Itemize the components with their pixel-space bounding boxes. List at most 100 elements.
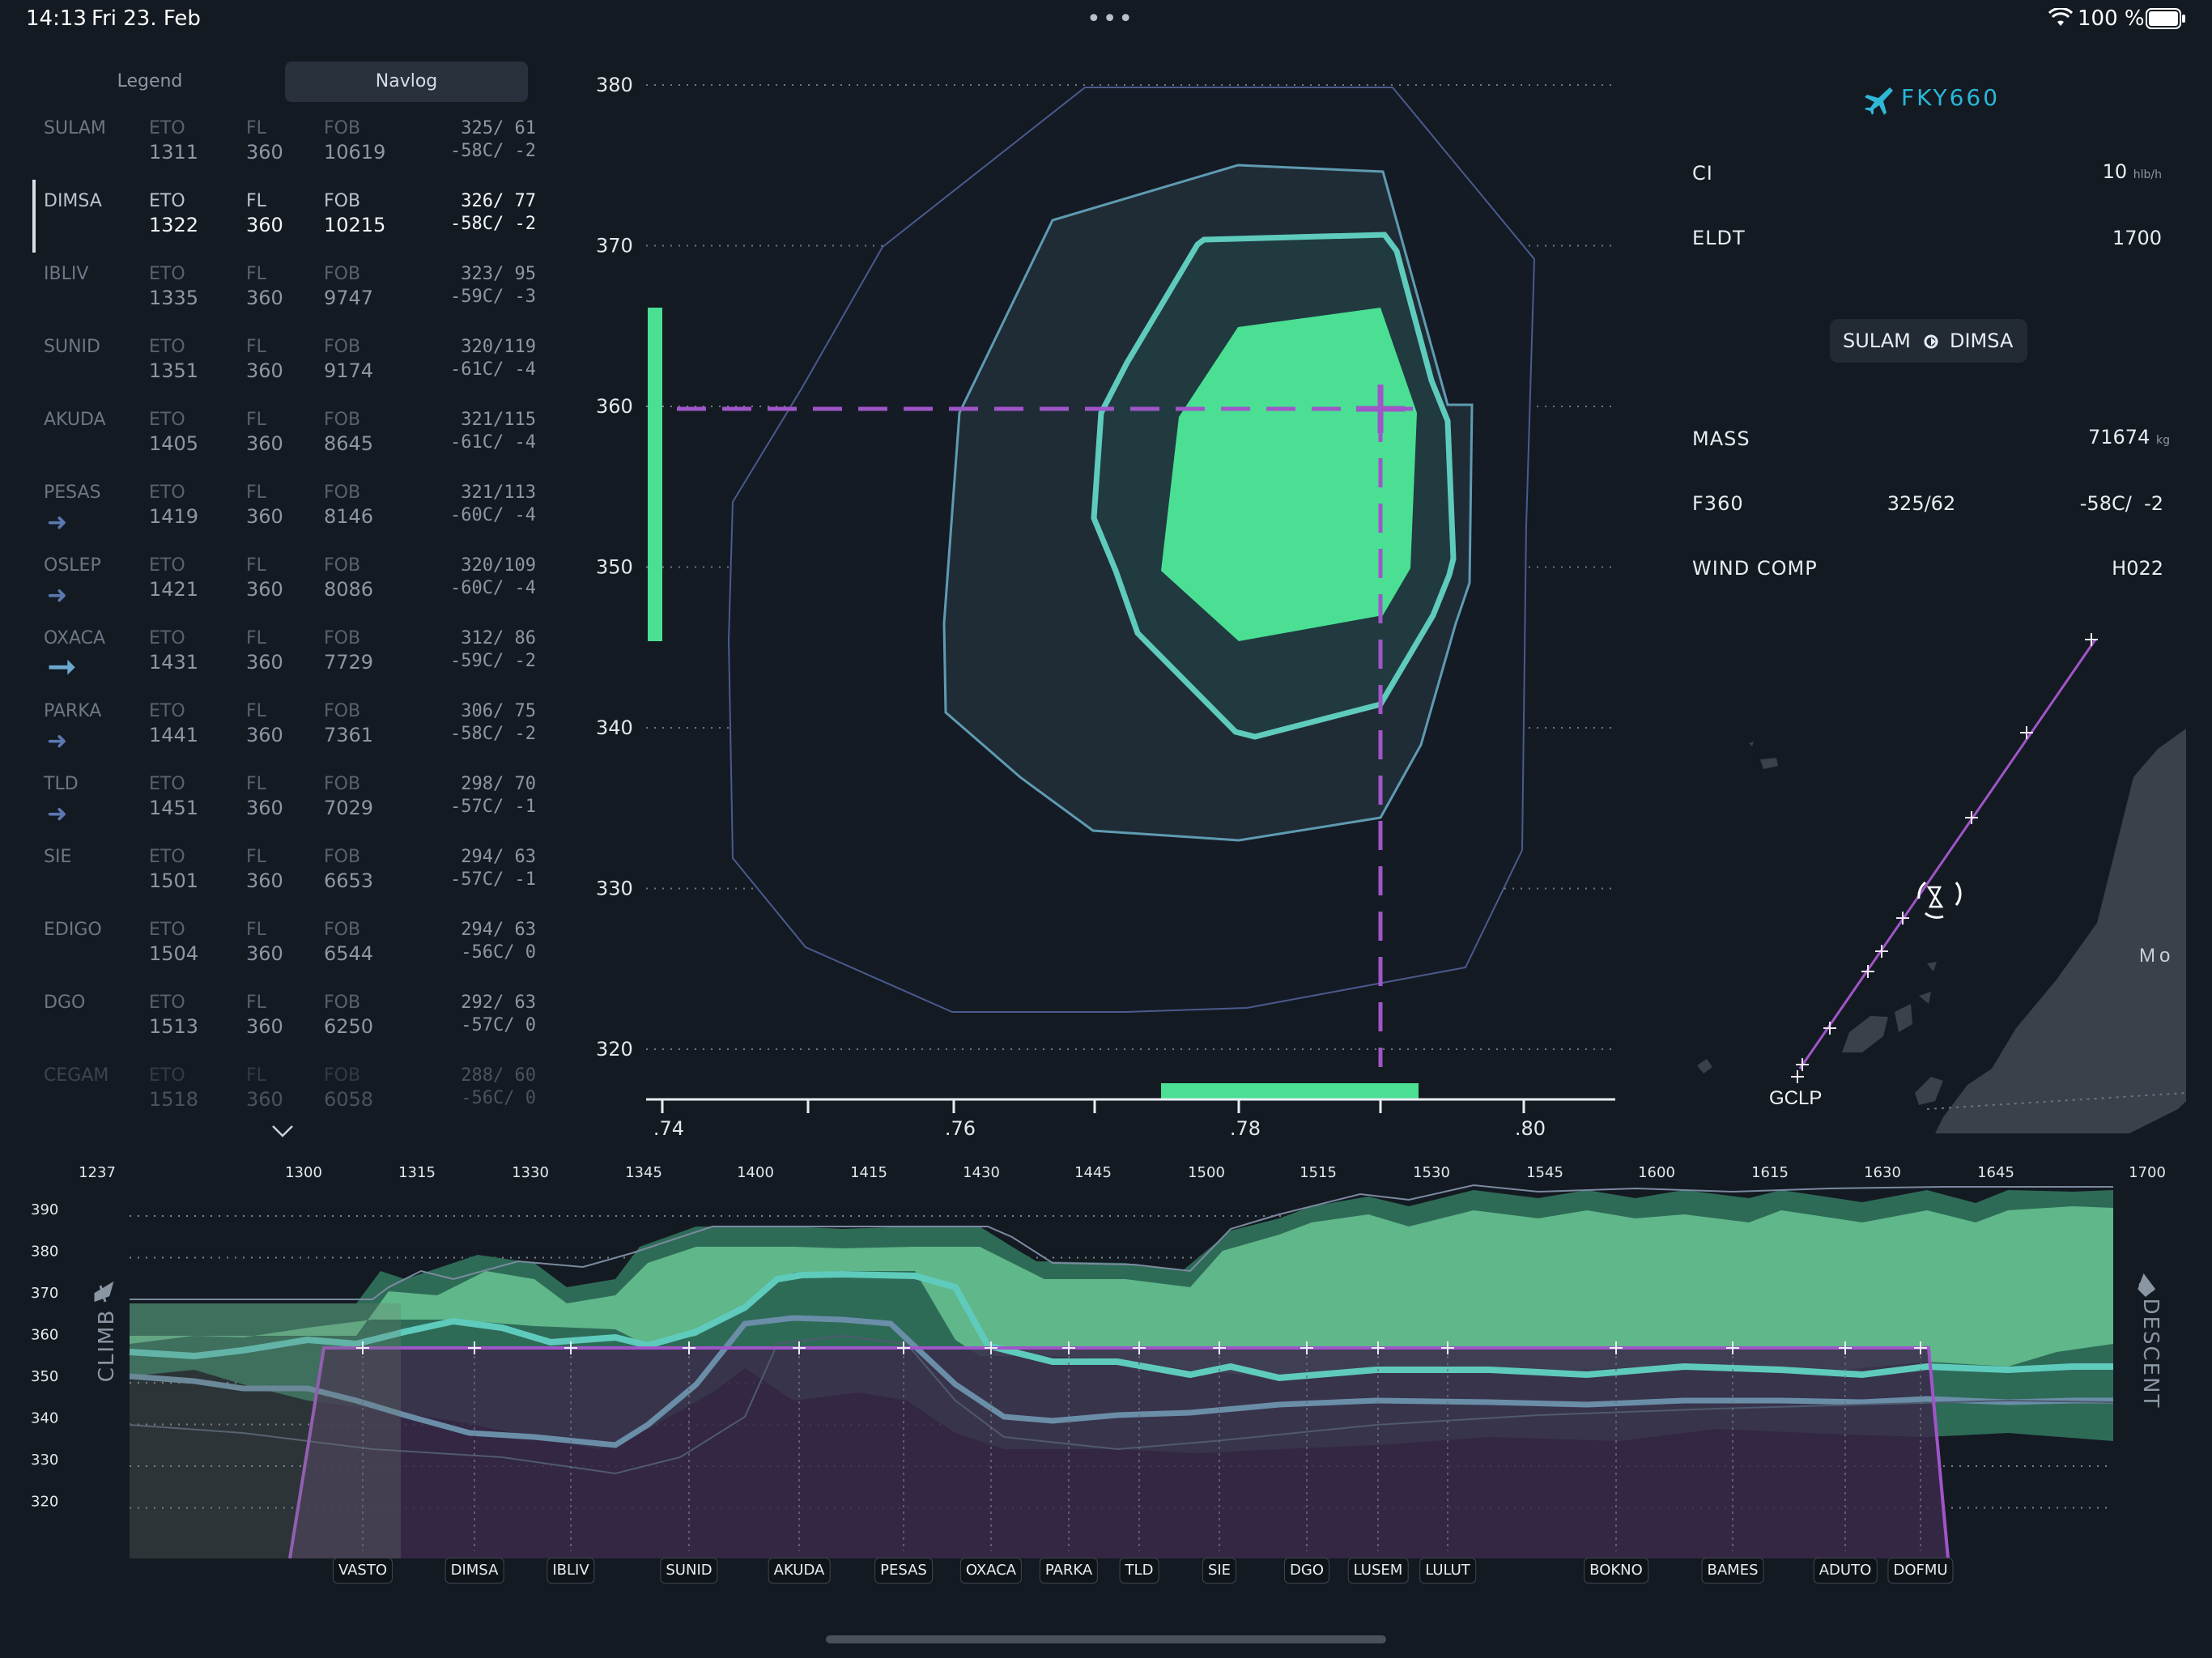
profile-waypoint-marker [1726,1341,1739,1354]
navlog-row[interactable]: OXACA ➞ ETO 1431 FL 360 FOB 7729 312/ 86 -59C/ -2 [32,628,542,701]
chevron-down-icon[interactable] [270,1117,295,1146]
waypoint-tag[interactable]: DGO [1284,1558,1329,1584]
profile-waypoint-marker [356,1341,369,1354]
waypoint-tag[interactable]: TLD [1119,1558,1159,1584]
fl-wind: 325/62 [1887,492,1956,515]
waypoint-tag[interactable]: SUNID [660,1558,718,1584]
fob-label: FOB [324,410,361,430]
waypoint-tag[interactable]: VASTO [332,1558,393,1584]
fob-value: 8086 [324,578,374,601]
waypoint-tag[interactable]: LULUT [1419,1558,1476,1584]
navlog-row[interactable]: DGO ETO 1513 FL 360 FOB 6250 292/ 63 -57C/ 0 [32,993,542,1065]
profile-waypoint-marker [1213,1341,1226,1354]
time-tick-label: 1615 [1751,1164,1789,1181]
tab-navlog[interactable]: Navlog [285,62,528,102]
wind-value: 294/ 63 [461,920,536,940]
eto-label: ETO [149,483,185,503]
flight-profile-area [290,1348,1948,1558]
temp-value: -57C/ -1 [450,869,536,890]
fl-temp: -58C/ -2 [2079,492,2163,515]
fob-label: FOB [324,555,361,576]
fl-value: 360 [246,724,283,746]
vertical-profile-chart[interactable]: 1237 1300 1315 1330 1345 1400 1415 1430 1445 1500… [0,1158,2212,1627]
navlog-row[interactable]: EDIGO ETO 1504 FL 360 FOB 6544 294/ 63 -56C/ 0 [32,920,542,993]
waypoint-tag[interactable]: PESAS [874,1558,933,1584]
navlog-row[interactable]: PARKA ➜ ETO 1441 FL 360 FOB 7361 306/ 75 -58C/ -2 [32,701,542,774]
waypoint-tag[interactable]: IBLIV [547,1558,595,1584]
envelope-chart[interactable]: 380 370 360 350 340 330 320 .74 .76 .78 .80 [567,57,1636,1150]
waypoint-tag[interactable]: BAMES [1701,1558,1764,1584]
segment-arrow-icon [1924,334,1938,349]
waypoint-tag[interactable]: SIE [1202,1558,1237,1584]
eldt-label: ELDT [1692,227,1746,249]
waypoint-tag[interactable]: OXACA [959,1558,1023,1584]
profile-waypoint-marker [1062,1341,1075,1354]
fob-label: FOB [324,191,361,211]
navlog-row[interactable]: CEGAM ETO 1518 FL 360 FOB 6058 288/ 60 -56C/ 0 [32,1065,542,1138]
profile-waypoint-marker [468,1341,481,1354]
wind-value: 320/109 [461,555,536,576]
tab-legend[interactable]: Legend [117,71,183,91]
profile-fl-label: 390 [31,1201,58,1218]
time-tick-label: 1600 [1638,1164,1675,1181]
mach-range-bar [1161,1083,1419,1099]
fob-value: 6250 [324,1015,374,1038]
segment-selector[interactable]: SULAM DIMSA [1830,319,2027,363]
navlog-row[interactable]: SIE ETO 1501 FL 360 FOB 6653 294/ 63 -57C/ -1 [32,847,542,920]
route-waypoint-marker [1861,965,1874,978]
wind-arrow-icon: ➜ [47,727,68,755]
navlog-row[interactable]: PESAS ➜ ETO 1419 FL 360 FOB 8146 321/113 -60C/ -4 [32,483,542,555]
home-indicator[interactable] [826,1635,1386,1643]
route-line [1798,639,2097,1069]
status-date: Fri 23. Feb [91,6,201,31]
waypoint-tag[interactable]: PARKA [1039,1558,1099,1584]
navlog-row[interactable]: SULAM ETO 1311 FL 360 FOB 10619 325/ 61 -58C/ -2 [32,118,542,191]
waypoint-tag[interactable]: DIMSA [445,1558,504,1584]
multitasking-dots-icon[interactable]: ••• [1087,5,1135,33]
navlog-row[interactable]: IBLIV ETO 1335 FL 360 FOB 9747 323/ 95 -59C/ -3 [32,264,542,337]
waypoint-tag[interactable]: DOFMU [1887,1558,1954,1584]
waypoint-name: SIE [44,847,72,867]
island [1919,992,1931,1004]
navlog-row[interactable]: SUNID ETO 1351 FL 360 FOB 9174 320/119 -61C/ -4 [32,337,542,410]
eto-label: ETO [149,920,185,940]
fob-label: FOB [324,847,361,867]
waypoint-tag[interactable]: AKUDA [768,1558,831,1584]
navlog-row[interactable]: DIMSA ETO 1322 FL 360 FOB 10215 326/ 77 -58C/ -2 [32,191,542,264]
profile-waypoint-marker [683,1341,696,1354]
wind-comp-value: H022 [2112,557,2163,580]
fl-value: 360 [246,942,283,965]
time-tick-label: 1530 [1413,1164,1450,1181]
route-waypoint-marker [2020,726,2033,739]
waypoint-tag[interactable]: ADUTO [1813,1558,1878,1584]
ci-value: 10 hlb/h [2102,160,2162,183]
selected-point-marker [1356,385,1405,433]
fl-tick-label: 380 [596,74,633,96]
eto-label: ETO [149,628,185,648]
wind-value: 306/ 75 [461,701,536,721]
island [1842,1016,1888,1052]
wind-value: 326/ 77 [461,191,536,211]
profile-waypoint-marker [564,1341,577,1354]
waypoint-tag[interactable]: LUSEM [1347,1558,1409,1584]
fl-value: 360 [246,359,283,382]
wind-value: 294/ 63 [461,847,536,867]
descent-label: DESCENT [2138,1299,2163,1409]
navlog-row[interactable]: AKUDA ETO 1405 FL 360 FOB 8645 321/115 -61C/ -4 [32,410,542,483]
waypoint-name: PARKA [44,701,102,721]
navlog-row[interactable]: OSLEP ➜ ETO 1421 FL 360 FOB 8086 320/109 -60C/ -4 [32,555,542,628]
waypoint-tag[interactable]: BOKNO [1584,1558,1648,1584]
temp-value: -60C/ -4 [450,505,536,525]
mach-tick-label: .78 [1230,1117,1261,1140]
navlog-row[interactable]: TLD ➜ ETO 1451 FL 360 FOB 7029 298/ 70 -57C/ -1 [32,774,542,847]
route-map[interactable]: GCLP Mo [1676,615,2186,1141]
temp-value: -57C/ -1 [450,797,536,817]
profile-optimum-band [130,1206,2113,1378]
time-tick-label: 1300 [285,1164,322,1181]
current-position-icon [1917,881,1962,919]
wind-value: 321/113 [461,483,536,503]
fl-label: FL [246,701,266,721]
fl-label: FL [246,337,266,357]
fl-label: FL [246,847,266,867]
fob-label: FOB [324,483,361,503]
